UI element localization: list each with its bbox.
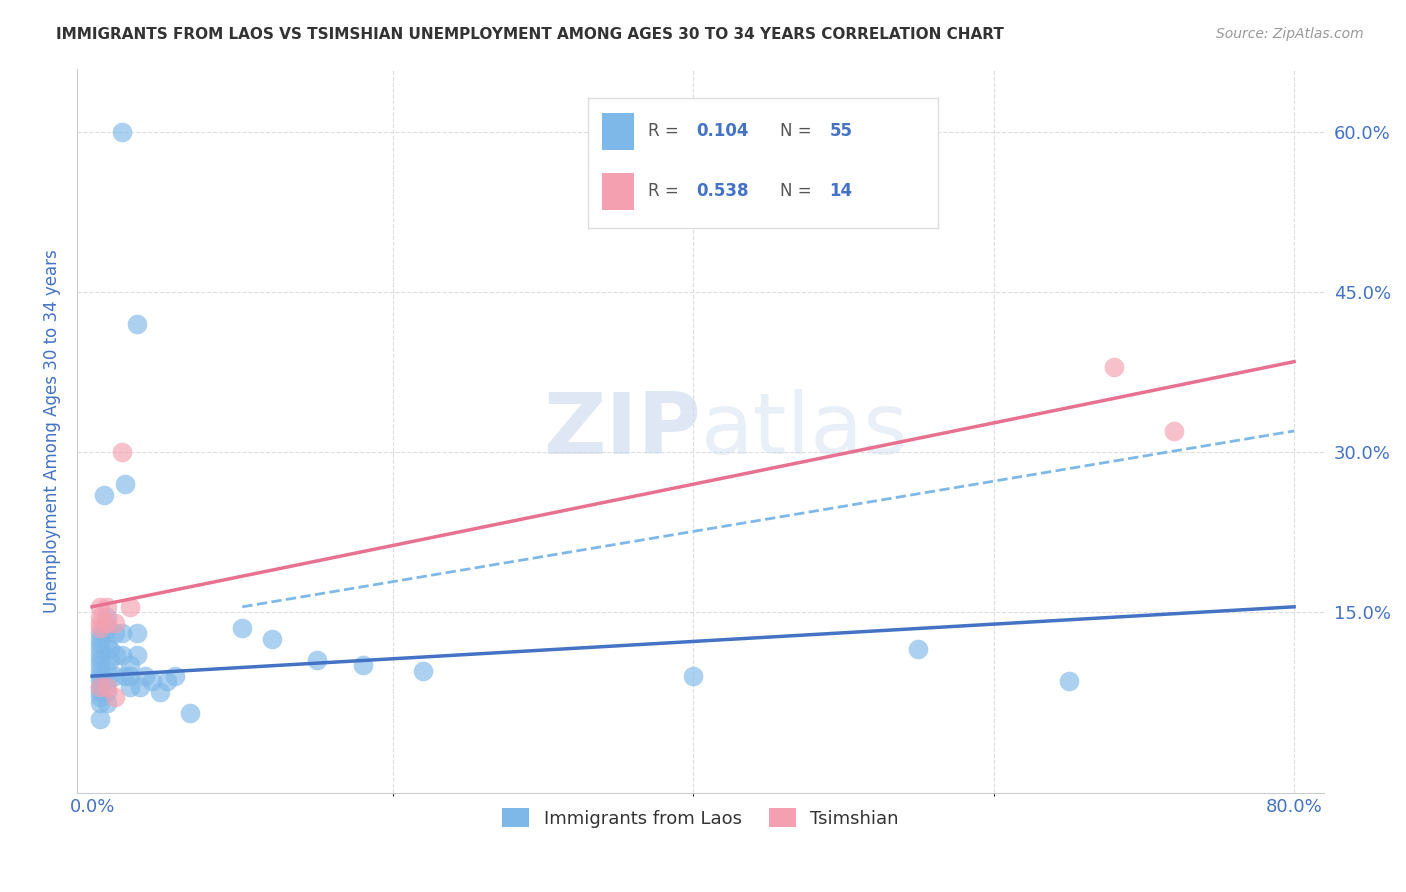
- Point: [127, 626, 149, 640]
- Point: [149, 685, 172, 699]
- Text: ZIP: ZIP: [543, 390, 700, 473]
- Y-axis label: Unemployment Among Ages 30 to 34 years: Unemployment Among Ages 30 to 34 years: [44, 249, 60, 613]
- Point: [96, 615, 118, 630]
- Text: atlas: atlas: [700, 390, 908, 473]
- Point: [89, 674, 111, 689]
- Point: [412, 664, 434, 678]
- Point: [89, 642, 111, 657]
- Point: [111, 445, 134, 459]
- Point: [89, 615, 111, 630]
- Point: [1057, 674, 1080, 689]
- Point: [89, 658, 111, 673]
- Point: [104, 615, 127, 630]
- Point: [104, 690, 127, 705]
- Point: [163, 669, 186, 683]
- Text: Source: ZipAtlas.com: Source: ZipAtlas.com: [1216, 27, 1364, 41]
- Point: [156, 674, 179, 689]
- Point: [96, 599, 118, 614]
- Point: [89, 685, 111, 699]
- Point: [96, 664, 118, 678]
- Point: [93, 626, 115, 640]
- Point: [104, 669, 127, 683]
- Point: [96, 696, 118, 710]
- Point: [111, 626, 134, 640]
- Point: [105, 648, 128, 662]
- Point: [114, 477, 136, 491]
- Point: [104, 626, 127, 640]
- Point: [96, 680, 118, 694]
- Point: [96, 610, 118, 624]
- Point: [98, 642, 121, 657]
- Point: [89, 653, 111, 667]
- Point: [118, 599, 141, 614]
- Point: [89, 632, 111, 646]
- Point: [118, 658, 141, 673]
- Point: [89, 621, 111, 635]
- Point: [89, 712, 111, 726]
- Point: [134, 669, 156, 683]
- Point: [89, 648, 111, 662]
- Point: [179, 706, 201, 721]
- Point: [96, 637, 118, 651]
- Point: [89, 637, 111, 651]
- Point: [96, 621, 118, 635]
- Point: [89, 690, 111, 705]
- Point: [89, 599, 111, 614]
- Point: [352, 658, 374, 673]
- Legend: Immigrants from Laos, Tsimshian: Immigrants from Laos, Tsimshian: [495, 801, 905, 835]
- Point: [262, 632, 284, 646]
- Point: [907, 642, 929, 657]
- Point: [129, 680, 152, 694]
- Point: [89, 664, 111, 678]
- Point: [96, 674, 118, 689]
- Point: [682, 669, 704, 683]
- Point: [111, 126, 134, 140]
- Point: [96, 685, 118, 699]
- Point: [89, 669, 111, 683]
- Point: [93, 488, 115, 502]
- Point: [89, 696, 111, 710]
- Point: [141, 674, 163, 689]
- Point: [89, 680, 111, 694]
- Point: [114, 669, 136, 683]
- Point: [111, 648, 134, 662]
- Point: [127, 648, 149, 662]
- Text: IMMIGRANTS FROM LAOS VS TSIMSHIAN UNEMPLOYMENT AMONG AGES 30 TO 34 YEARS CORRELA: IMMIGRANTS FROM LAOS VS TSIMSHIAN UNEMPL…: [56, 27, 1004, 42]
- Point: [89, 610, 111, 624]
- Point: [118, 680, 141, 694]
- Point: [1163, 424, 1185, 438]
- Point: [307, 653, 329, 667]
- Point: [98, 653, 121, 667]
- Point: [1102, 359, 1125, 374]
- Point: [118, 669, 141, 683]
- Point: [89, 680, 111, 694]
- Point: [231, 621, 253, 635]
- Point: [89, 626, 111, 640]
- Point: [127, 318, 149, 332]
